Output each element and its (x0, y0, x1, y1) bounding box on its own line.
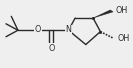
Polygon shape (93, 10, 113, 18)
Text: O: O (48, 44, 54, 53)
Text: OH: OH (115, 6, 127, 15)
Text: N: N (66, 25, 71, 34)
Text: OH: OH (117, 34, 129, 43)
Text: O: O (35, 25, 41, 34)
